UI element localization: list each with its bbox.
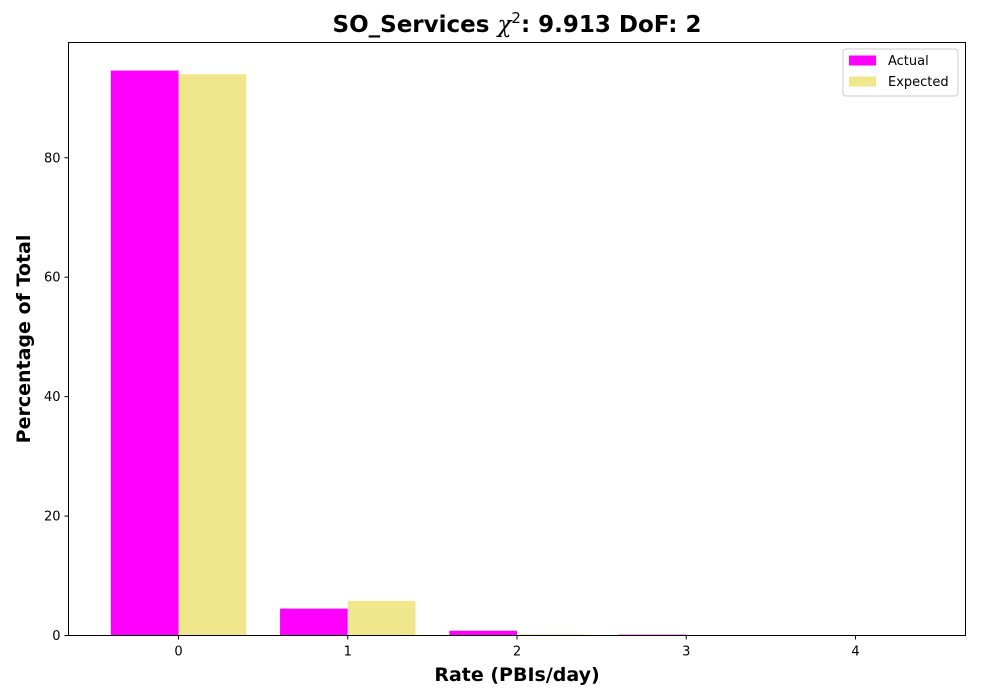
x-tick-label: 4 (851, 645, 859, 660)
legend: Actual Expected (842, 48, 959, 97)
legend-swatch-actual (849, 55, 876, 66)
x-ticks: 0 1 2 3 4 (174, 635, 860, 660)
y-tick-label: 60 (44, 271, 61, 286)
title-chi-exponent: 2 (511, 9, 521, 27)
x-tick-label: 2 (513, 645, 521, 660)
bars-layer (110, 70, 754, 637)
plot-frame (68, 42, 966, 636)
y-axis-label: Percentage of Total (13, 235, 35, 444)
bar-expected-0 (178, 74, 247, 636)
y-tick-label: 20 (44, 510, 61, 525)
legend-label-expected: Expected (888, 75, 949, 90)
x-tick-label: 3 (682, 645, 690, 660)
chart-title: SO_Services χ2: 9.913 DoF: 2 (333, 9, 702, 38)
bar-actual-2 (449, 630, 517, 636)
bar-expected-1 (347, 600, 416, 636)
y-tick-label: 0 (52, 629, 60, 644)
y-ticks: 0 20 40 60 80 (44, 151, 69, 644)
x-tick-label: 0 (174, 645, 182, 660)
legend-swatch-expected (849, 76, 876, 87)
bar-actual-1 (280, 608, 348, 636)
y-tick-label: 40 (44, 390, 61, 405)
title-suffix: : 9.913 DoF: 2 (521, 12, 702, 38)
bar-actual-0 (110, 70, 179, 636)
legend-label-actual: Actual (888, 54, 929, 69)
title-chi-symbol: χ (495, 12, 513, 38)
x-tick-label: 1 (344, 645, 352, 660)
x-axis-label: Rate (PBIs/day) (434, 664, 599, 686)
y-tick-label: 80 (44, 151, 61, 166)
bar-expected-2 (517, 634, 585, 636)
title-prefix: SO_Services (333, 12, 498, 38)
